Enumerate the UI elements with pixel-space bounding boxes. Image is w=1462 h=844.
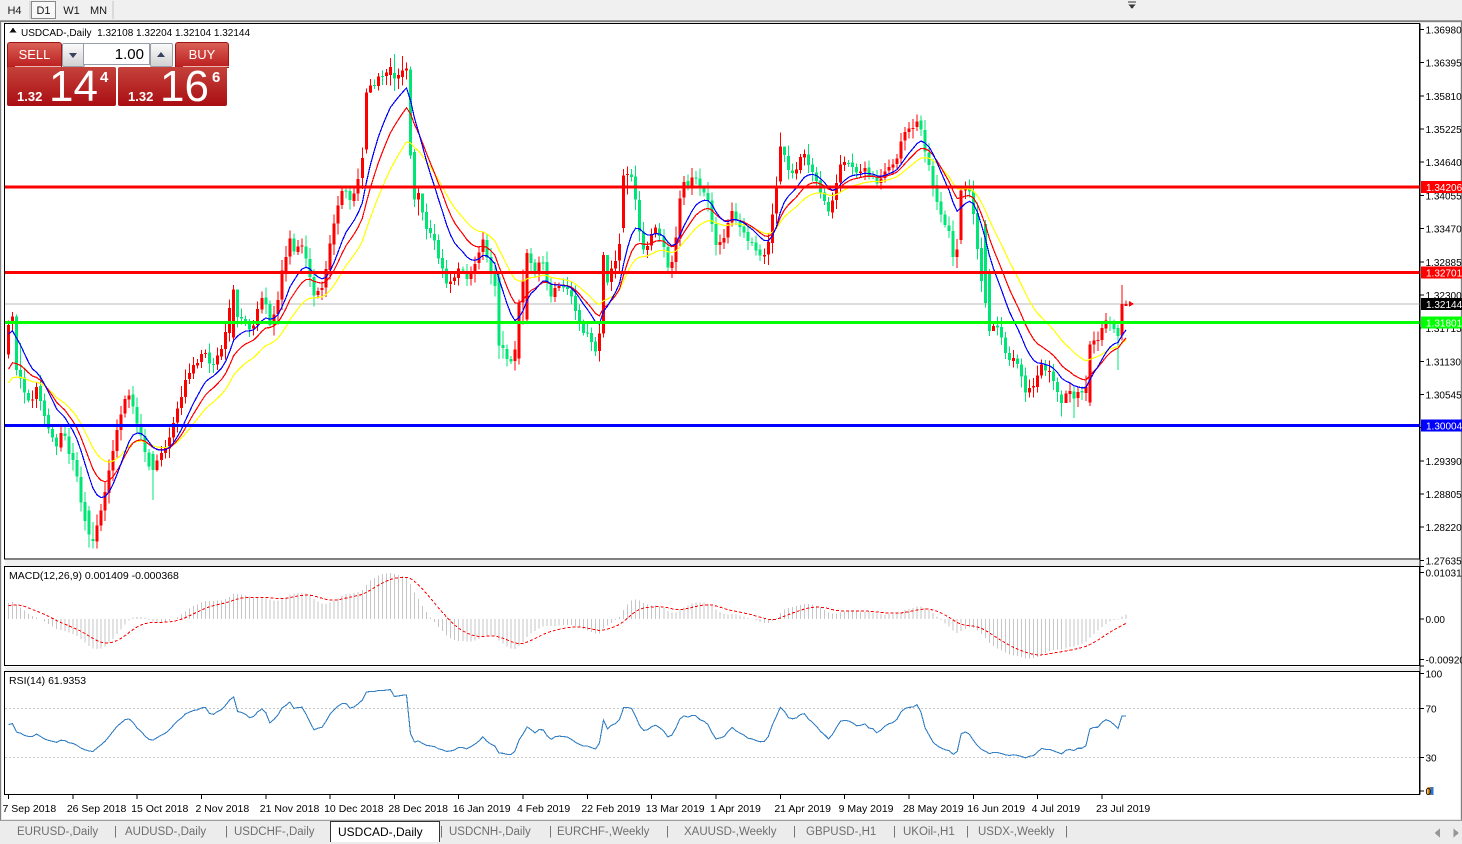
svg-text:1.28220: 1.28220	[1426, 523, 1462, 534]
svg-text:1.29390: 1.29390	[1426, 457, 1462, 468]
svg-text:30: 30	[1426, 753, 1438, 764]
svg-text:70: 70	[1426, 704, 1438, 715]
svg-text:|: |	[666, 826, 669, 838]
svg-text:|: |	[440, 826, 443, 838]
svg-text:1.33470: 1.33470	[1426, 225, 1462, 236]
svg-text:1.27635: 1.27635	[1426, 556, 1462, 567]
svg-text:1.36395: 1.36395	[1426, 59, 1462, 70]
svg-text:0.010311: 0.010311	[1426, 569, 1462, 580]
svg-text:UKOil-,H1: UKOil-,H1	[903, 826, 955, 838]
svg-text:1.32300: 1.32300	[1426, 291, 1462, 302]
svg-text:15 Oct 2018: 15 Oct 2018	[131, 803, 188, 815]
svg-text:16 Jan 2019: 16 Jan 2019	[453, 803, 511, 815]
svg-text:10 Dec 2018: 10 Dec 2018	[324, 803, 384, 815]
svg-text:|: |	[225, 826, 228, 838]
svg-text:16 Jun 2019: 16 Jun 2019	[967, 803, 1025, 815]
svg-text:13 Mar 2019: 13 Mar 2019	[646, 803, 705, 815]
svg-text:1.36980: 1.36980	[1426, 26, 1462, 37]
svg-text:EURUSD-,Daily: EURUSD-,Daily	[17, 826, 98, 838]
svg-text:1.35810: 1.35810	[1426, 92, 1462, 103]
svg-text:D1: D1	[36, 5, 50, 17]
svg-text:1 Apr 2019: 1 Apr 2019	[710, 803, 761, 815]
svg-text:4 Jul 2019: 4 Jul 2019	[1032, 803, 1081, 815]
svg-text:1.32144: 1.32144	[1426, 300, 1462, 311]
svg-text:1.35225: 1.35225	[1426, 125, 1462, 136]
svg-text:1.34640: 1.34640	[1426, 158, 1462, 169]
svg-text:USDCHF-,Daily: USDCHF-,Daily	[234, 826, 315, 838]
svg-text:100: 100	[1426, 670, 1443, 681]
svg-text:|: |	[966, 826, 969, 838]
svg-text:23 Jul 2019: 23 Jul 2019	[1096, 803, 1150, 815]
svg-text:1.30004: 1.30004	[1426, 421, 1462, 432]
svg-text:GBPUSD-,H1: GBPUSD-,H1	[806, 826, 876, 838]
svg-text:28 May 2019: 28 May 2019	[903, 803, 964, 815]
svg-text:-0.009203: -0.009203	[1426, 656, 1462, 667]
svg-text:1.31715: 1.31715	[1426, 324, 1462, 335]
svg-text:USDCAD-,Daily 1.32108 1.32204: USDCAD-,Daily 1.32108 1.32204 1.32104 1.…	[21, 28, 250, 39]
svg-text:USDCAD-,Daily: USDCAD-,Daily	[338, 825, 423, 839]
svg-text:AUDUSD-,Daily: AUDUSD-,Daily	[125, 826, 206, 838]
svg-text:4 Feb 2019: 4 Feb 2019	[517, 803, 570, 815]
svg-text:1.31130: 1.31130	[1426, 357, 1462, 368]
svg-text:22 Feb 2019: 22 Feb 2019	[581, 803, 640, 815]
svg-text:USDCNH-,Daily: USDCNH-,Daily	[449, 826, 531, 838]
svg-text:1.32885: 1.32885	[1426, 258, 1462, 269]
svg-text:2 Nov 2018: 2 Nov 2018	[195, 803, 249, 815]
svg-text:H4: H4	[7, 5, 21, 17]
svg-text:9 May 2019: 9 May 2019	[839, 803, 894, 815]
svg-text:|: |	[114, 826, 117, 838]
svg-text:1.30545: 1.30545	[1426, 390, 1462, 401]
svg-text:21 Nov 2018: 21 Nov 2018	[260, 803, 320, 815]
svg-text:XAUUSD-,Weekly: XAUUSD-,Weekly	[684, 826, 777, 838]
svg-text:7 Sep 2018: 7 Sep 2018	[3, 803, 57, 815]
svg-text:1.28805: 1.28805	[1426, 490, 1462, 501]
svg-text:1.32701: 1.32701	[1426, 268, 1462, 279]
svg-text:|: |	[549, 826, 552, 838]
svg-text:|: |	[1065, 826, 1068, 838]
svg-text:0: 0	[1426, 787, 1432, 798]
svg-text:1.34055: 1.34055	[1426, 191, 1462, 202]
svg-text:|: |	[893, 826, 896, 838]
svg-text:1.34206: 1.34206	[1426, 183, 1462, 194]
svg-text:EURCHF-,Weekly: EURCHF-,Weekly	[557, 826, 650, 838]
svg-text:MN: MN	[90, 5, 107, 17]
svg-text:MACD(12,26,9) 0.001409 -0.0003: MACD(12,26,9) 0.001409 -0.000368	[9, 570, 179, 582]
svg-text:1.31801: 1.31801	[1426, 319, 1462, 330]
svg-text:W1: W1	[63, 5, 80, 17]
svg-text:RSI(14) 61.9353: RSI(14) 61.9353	[9, 675, 86, 687]
svg-text:28 Dec 2018: 28 Dec 2018	[388, 803, 448, 815]
svg-text:26 Sep 2018: 26 Sep 2018	[67, 803, 127, 815]
svg-text:USDX-,Weekly: USDX-,Weekly	[978, 826, 1055, 838]
svg-text:0.00: 0.00	[1426, 615, 1446, 626]
svg-text:21 Apr 2019: 21 Apr 2019	[774, 803, 831, 815]
svg-text:|: |	[793, 826, 796, 838]
